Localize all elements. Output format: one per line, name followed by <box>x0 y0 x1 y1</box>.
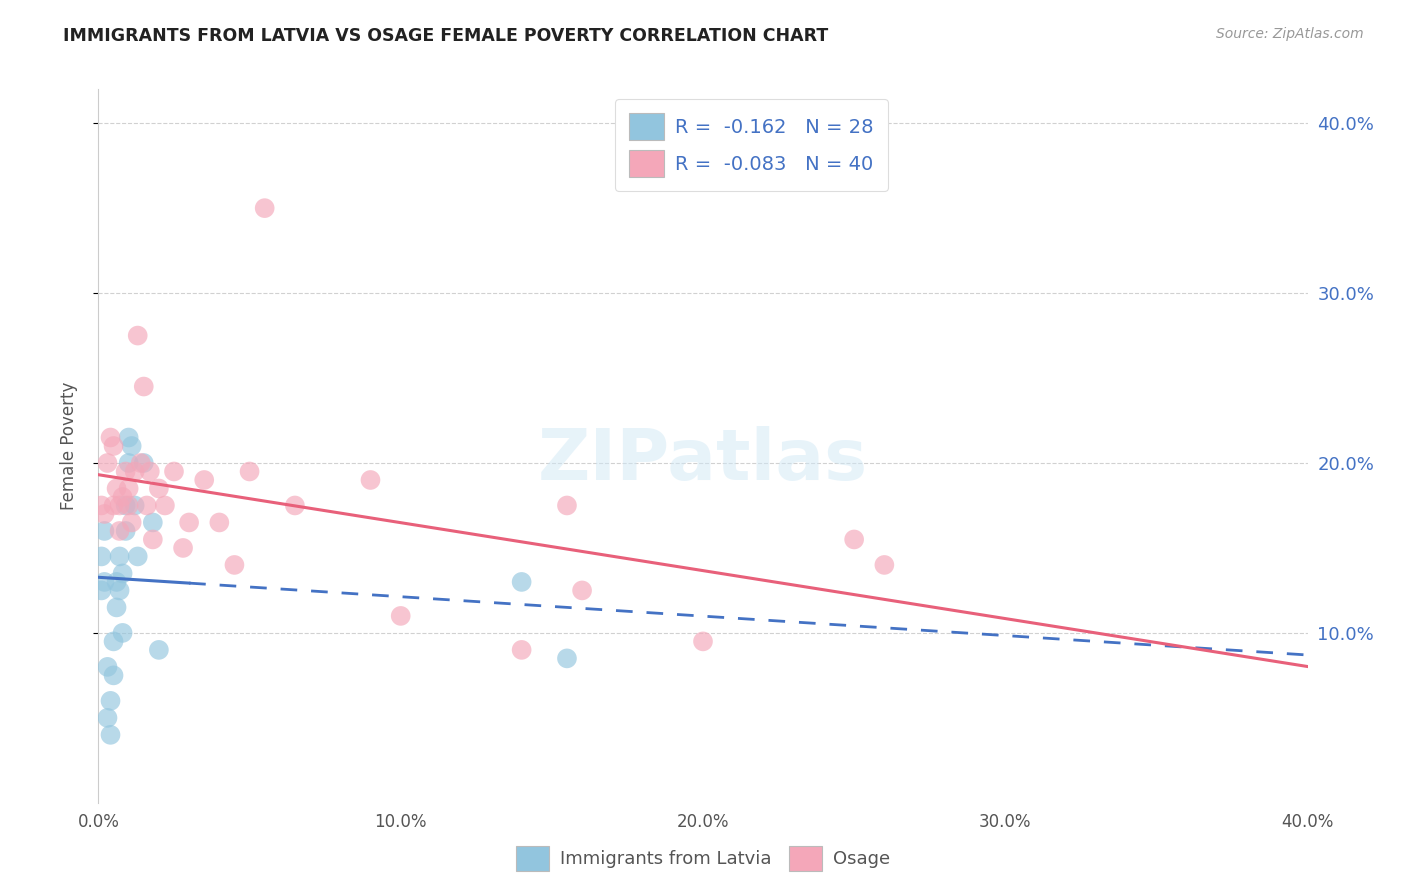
Point <box>100 694 122 708</box>
Point <box>96 711 118 725</box>
Point <box>389 608 412 623</box>
Point <box>208 516 231 530</box>
Legend: Immigrants from Latvia, Osage: Immigrants from Latvia, Osage <box>509 838 897 879</box>
Point <box>114 499 136 513</box>
Point <box>139 465 162 479</box>
Point <box>118 499 141 513</box>
Text: ZIPatlas: ZIPatlas <box>538 425 868 495</box>
Text: IMMIGRANTS FROM LATVIA VS OSAGE FEMALE POVERTY CORRELATION CHART: IMMIGRANTS FROM LATVIA VS OSAGE FEMALE P… <box>63 27 828 45</box>
Point <box>193 473 215 487</box>
Point <box>360 473 382 487</box>
Point <box>108 549 131 564</box>
Text: Source: ZipAtlas.com: Source: ZipAtlas.com <box>1216 27 1364 41</box>
Point <box>103 439 125 453</box>
Point <box>93 524 115 538</box>
Point <box>239 465 262 479</box>
Point <box>510 574 533 589</box>
Point <box>555 651 578 665</box>
Point <box>127 549 149 564</box>
Point <box>100 430 122 444</box>
Point <box>90 583 112 598</box>
Point <box>118 482 141 496</box>
Point <box>103 668 125 682</box>
Point <box>172 541 194 555</box>
Point <box>93 574 115 589</box>
Point <box>103 634 125 648</box>
Point <box>179 516 201 530</box>
Point <box>163 465 186 479</box>
Point <box>103 499 125 513</box>
Point <box>105 600 128 615</box>
Point <box>96 456 118 470</box>
Point <box>555 499 578 513</box>
Y-axis label: Female Poverty: Female Poverty <box>59 382 77 510</box>
Point <box>108 524 131 538</box>
Point <box>148 482 170 496</box>
Point <box>571 583 593 598</box>
Point <box>105 574 128 589</box>
Point <box>224 558 246 572</box>
Point <box>114 465 136 479</box>
Point <box>253 201 276 215</box>
Point <box>118 430 141 444</box>
Point <box>132 456 155 470</box>
Point <box>142 533 165 547</box>
Legend: R =  -0.162   N = 28, R =  -0.083   N = 40: R = -0.162 N = 28, R = -0.083 N = 40 <box>616 99 887 191</box>
Point <box>135 499 157 513</box>
Point <box>153 499 176 513</box>
Point <box>105 482 128 496</box>
Point <box>148 643 170 657</box>
Point <box>111 490 134 504</box>
Point <box>100 728 122 742</box>
Point <box>692 634 714 648</box>
Point <box>114 524 136 538</box>
Point <box>90 549 112 564</box>
Point <box>284 499 307 513</box>
Point <box>111 566 134 581</box>
Point <box>108 499 131 513</box>
Point <box>93 507 115 521</box>
Point <box>129 456 152 470</box>
Point <box>121 516 143 530</box>
Point <box>124 465 146 479</box>
Point <box>121 439 143 453</box>
Point <box>127 328 149 343</box>
Point <box>124 499 146 513</box>
Point <box>90 499 112 513</box>
Point <box>108 583 131 598</box>
Point <box>111 626 134 640</box>
Point <box>844 533 866 547</box>
Point <box>142 516 165 530</box>
Point <box>96 660 118 674</box>
Point <box>132 379 155 393</box>
Point <box>510 643 533 657</box>
Point <box>118 456 141 470</box>
Point <box>873 558 896 572</box>
